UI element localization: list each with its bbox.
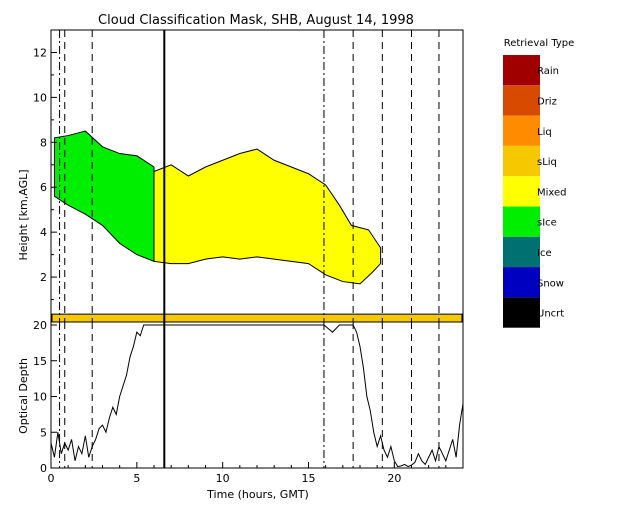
height-axis-ticks: 2 4 6 8 10 12 — [33, 46, 57, 301]
chart-title: Cloud Classification Mask, SHB, August 1… — [98, 13, 414, 28]
legend-swatch-rain — [503, 55, 540, 86]
optical-depth-tick-label: 5 — [40, 426, 47, 439]
surface-liquid-band — [51, 313, 463, 323]
cloud-layer-sice — [53, 130, 155, 263]
legend-swatch-mixed — [503, 176, 540, 207]
optical-depth-plot-frame — [50, 321, 464, 469]
legend-items: Rain Driz Liq sLiq Mixed sIce Ice Snow Uncrt — [503, 55, 567, 328]
legend-label-ice: Ice — [537, 248, 552, 259]
optical-depth-axis-ticks: 0 5 10 15 20 — [33, 319, 57, 475]
height-tick-label: 10 — [33, 91, 47, 104]
time-tick-label: 10 — [216, 472, 230, 485]
retrieval-type-legend: Retrieval Type Rain Driz Liq sLiq Mixed sIce I… — [503, 38, 574, 328]
time-tick-label: 0 — [48, 472, 55, 485]
time-marker-lines — [59, 30, 440, 322]
height-tick-label: 2 — [40, 271, 47, 284]
cloud-layers — [51, 130, 463, 323]
legend-swatch-snow — [503, 267, 540, 298]
legend-title: Retrieval Type — [504, 38, 575, 49]
optical-depth-marker-lines — [59, 322, 440, 468]
optical-depth-tick-label: 10 — [33, 391, 47, 404]
legend-label-sice: sIce — [537, 218, 557, 229]
legend-swatch-sliq — [503, 145, 540, 177]
optical-depth-panel: 0 5 10 15 20 0 5 10 15 20 Optical Depth Time (ho… — [17, 319, 464, 501]
height-tick-label: 4 — [40, 226, 47, 239]
legend-label-sliq: sLiq — [537, 157, 557, 168]
cloud-layer-mixed — [153, 148, 382, 285]
legend-swatch-ice — [503, 236, 540, 268]
time-tick-label: 15 — [302, 472, 316, 485]
height-tick-label: 8 — [40, 136, 47, 149]
time-tick-label: 5 — [133, 472, 140, 485]
mask-panel: 2 4 6 8 10 12 Height [km,AGL] — [17, 29, 464, 323]
legend-label-snow: Snow — [537, 278, 564, 289]
legend-label-liq: Liq — [537, 127, 552, 138]
height-tick-label: 12 — [33, 46, 47, 59]
optical-depth-tick-label: 0 — [40, 462, 47, 475]
legend-swatch-liq — [503, 115, 540, 146]
optical-depth-tick-label: 20 — [33, 319, 47, 332]
time-axis-ticks: 0 5 10 15 20 — [48, 462, 447, 485]
legend-label-mixed: Mixed — [537, 187, 567, 198]
legend-label-driz: Driz — [537, 96, 557, 107]
optical-depth-axis-label: Optical Depth — [17, 358, 30, 434]
legend-label-rain: Rain — [537, 66, 559, 77]
legend-swatch-driz — [503, 85, 540, 116]
legend-swatch-uncrt — [503, 297, 540, 328]
optical-depth-series-line — [50, 324, 464, 468]
height-axis-label: Height [km,AGL] — [17, 169, 30, 260]
height-tick-label: 6 — [40, 181, 47, 194]
legend-label-uncrt: Uncrt — [537, 309, 564, 320]
time-tick-label: 20 — [387, 472, 401, 485]
optical-depth-tick-label: 15 — [33, 355, 47, 368]
time-axis-label: Time (hours, GMT) — [206, 488, 309, 501]
legend-swatch-sice — [503, 206, 540, 237]
